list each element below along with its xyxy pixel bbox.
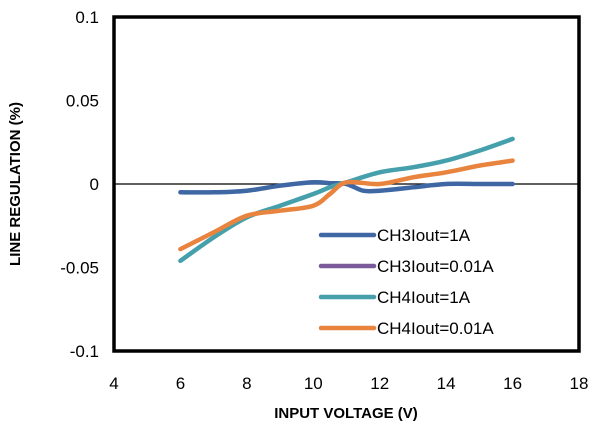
legend-label-4: CH4Iout=0.01A: [377, 319, 494, 338]
plot-frame: [112, 15, 581, 353]
y-tick-label: 0.1: [75, 8, 99, 27]
x-tick-label: 18: [570, 374, 589, 393]
x-tick-label: 6: [176, 374, 185, 393]
x-tick-label: 10: [304, 374, 323, 393]
legend-label-2: CH3Iout=0.01A: [377, 257, 494, 276]
y-tick-label: 0: [90, 175, 99, 194]
x-tick-label: 4: [109, 374, 118, 393]
y-tick-label: 0.05: [66, 92, 99, 111]
y-tick-label: -0.05: [60, 259, 99, 278]
x-tick-label: 16: [503, 374, 522, 393]
x-axis-title: INPUT VOLTAGE (V): [274, 405, 418, 422]
x-tick-label: 14: [437, 374, 456, 393]
x-tick-label: 12: [370, 374, 389, 393]
legend-label-3: CH4Iout=1A: [377, 288, 471, 307]
legend-box: [312, 222, 562, 346]
legend: CH3Iout=1A CH3Iout=0.01A CH4Iout=1A CH4Iout…: [312, 222, 562, 346]
x-tick-label: 8: [242, 374, 251, 393]
y-axis-title: LINE REGULATION (%): [7, 102, 24, 266]
y-tick-label: -0.1: [70, 342, 99, 361]
series-line-4: [178, 158, 515, 252]
legend-label-1: CH3Iout=1A: [377, 226, 471, 245]
